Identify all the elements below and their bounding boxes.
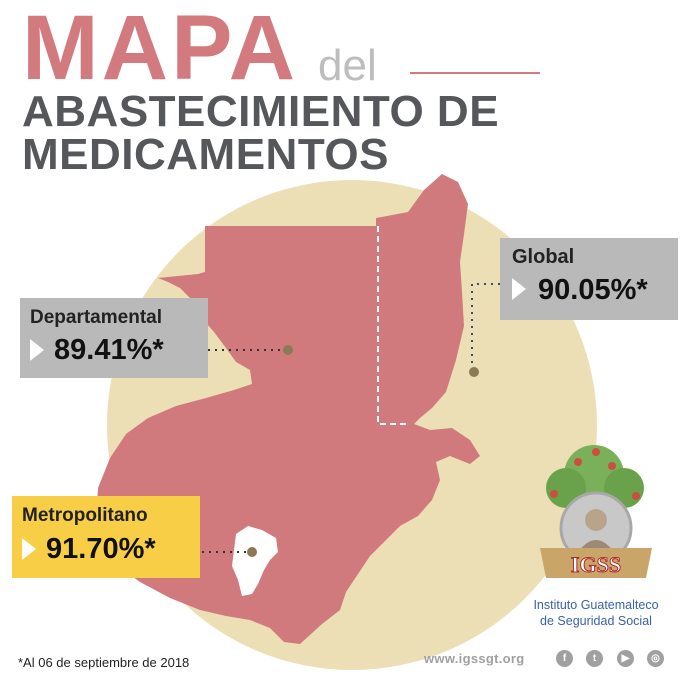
peten-border-dashed [377, 226, 410, 425]
facebook-icon[interactable]: f [556, 650, 573, 667]
play-triangle-icon [30, 339, 44, 361]
subtitle-line-2: MEDICAMENTOS [22, 130, 389, 179]
institution-name-line-1: Instituto Guatemalteco [533, 598, 659, 612]
stat-label-global: Global [512, 246, 575, 268]
institution-name: Instituto Guatemalteco de Seguridad Soci… [522, 598, 670, 629]
marker-departamental [283, 345, 293, 355]
logo-ribbon [540, 548, 652, 578]
stat-box-metropolitano: Metropolitano 91.70%* [12, 496, 200, 578]
stat-value-departamental: 89.41%* [54, 334, 164, 366]
title-connector: del [318, 41, 377, 90]
stat-value-metropolitano: 91.70%* [46, 533, 156, 565]
logo-text: IGSS [571, 552, 621, 577]
website-link[interactable]: www.igssgt.org [424, 651, 525, 666]
stat-box-departamental: Departamental 89.41%* [20, 298, 208, 378]
footnote: *Al 06 de septiembre de 2018 [18, 655, 190, 670]
connector-global [471, 283, 500, 370]
institution-name-line-2: de Seguridad Social [540, 613, 652, 628]
title-main: MAPA [22, 0, 299, 99]
instagram-icon[interactable]: ◎ [647, 650, 664, 667]
play-triangle-icon [512, 278, 526, 300]
twitter-icon[interactable]: t [586, 650, 603, 667]
marker-metropolitano [247, 547, 257, 557]
metropolitan-area [232, 526, 278, 596]
marker-global [469, 367, 479, 377]
stat-label-departamental: Departamental [30, 307, 162, 328]
subtitle-line-1: ABASTECIMIENTO DE [22, 87, 500, 136]
stat-box-global: Global 90.05%* [500, 238, 678, 320]
title-rule [410, 72, 540, 74]
youtube-icon[interactable]: ▶ [617, 650, 634, 667]
igss-logo: IGSS [540, 445, 652, 578]
stat-value-global: 90.05%* [538, 274, 648, 306]
play-triangle-icon [22, 538, 36, 560]
stat-label-metropolitano: Metropolitano [22, 505, 148, 526]
